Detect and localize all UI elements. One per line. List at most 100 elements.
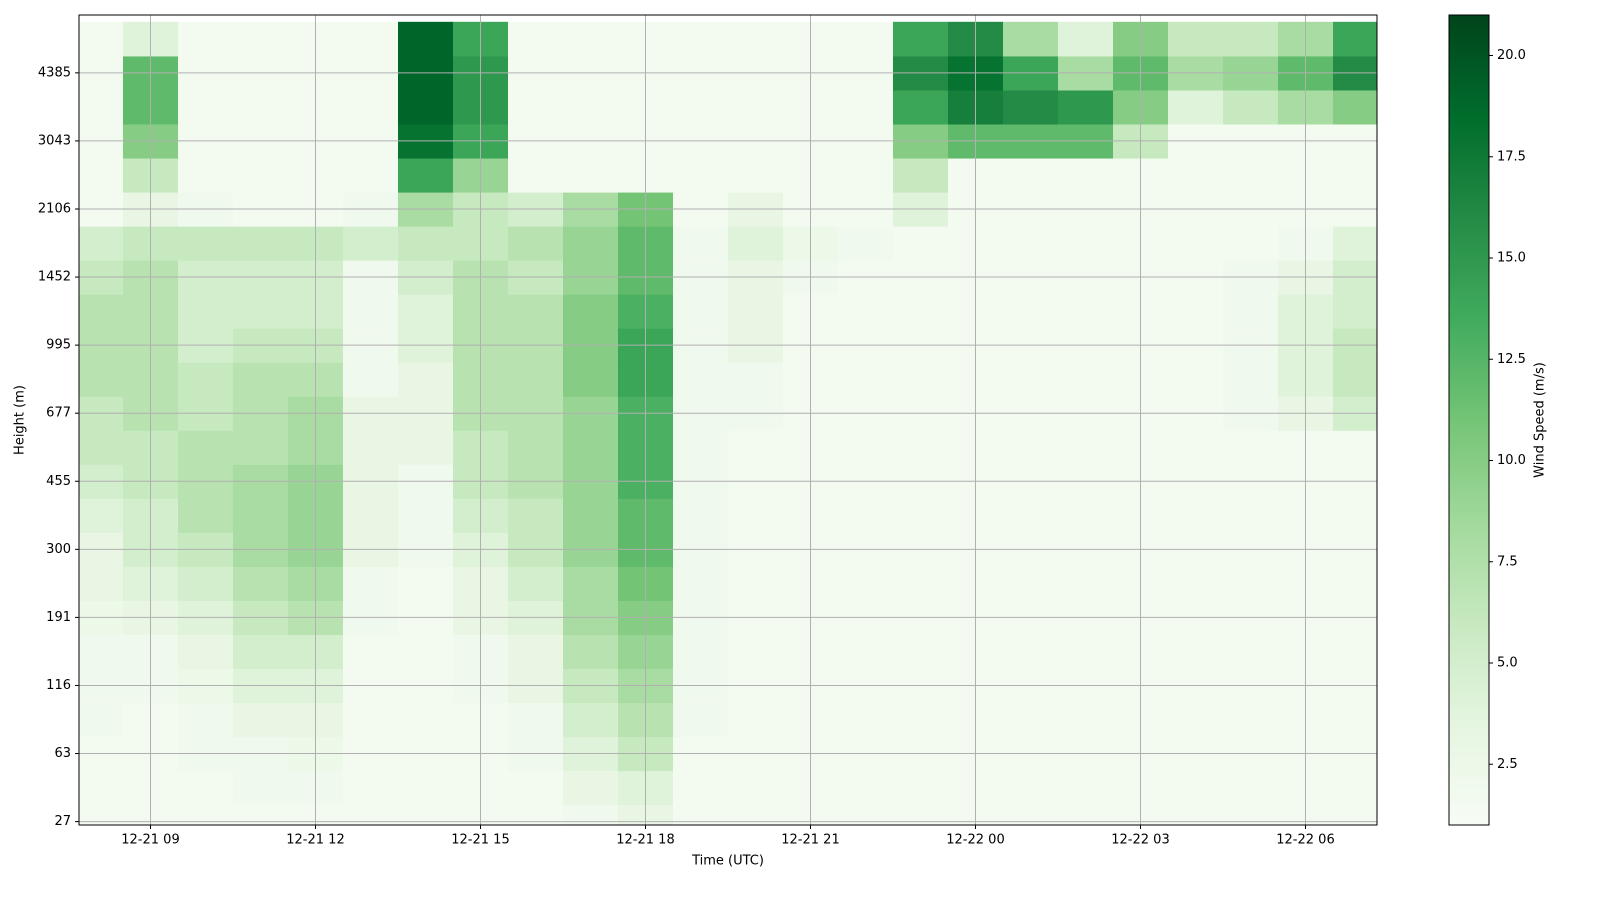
heat-cell (178, 498, 234, 533)
heat-cell (893, 634, 949, 670)
heat-cell (1223, 21, 1279, 57)
heat-cell (1168, 702, 1224, 738)
heat-cell (1058, 226, 1114, 261)
heat-cell (893, 89, 949, 125)
y-tick-label: 1452 (38, 270, 71, 285)
heat-cell (838, 21, 894, 57)
heat-cell (178, 362, 234, 397)
heat-cell (1003, 430, 1059, 465)
heat-cell (1058, 804, 1114, 825)
colorbar-tick-label: 10.0 (1497, 453, 1526, 468)
heat-cell (728, 21, 784, 57)
heat-cell (1333, 566, 1377, 601)
heat-cell (233, 21, 289, 57)
heat-cell (893, 294, 949, 329)
heat-cell (1003, 294, 1059, 329)
heat-cell (343, 566, 399, 601)
heat-cell (1333, 498, 1377, 533)
heat-cell (79, 804, 124, 825)
heat-cell (673, 294, 729, 329)
heat-cell (838, 157, 894, 193)
heat-cell (893, 702, 949, 738)
heat-cell (1223, 498, 1279, 533)
x-tick-label: 12-22 03 (1111, 833, 1169, 848)
heat-cell (79, 294, 124, 329)
colorbar-tick-label: 12.5 (1497, 352, 1526, 367)
heat-cell (1333, 226, 1377, 261)
colorbar-tick-label: 7.5 (1497, 554, 1518, 569)
y-tick-label: 995 (46, 338, 71, 353)
heat-cell (1058, 498, 1114, 533)
heat-cell (233, 566, 289, 601)
heat-cell (1333, 89, 1377, 125)
heat-cell (728, 226, 784, 261)
heat-cell (673, 89, 729, 125)
heat-cell (178, 294, 234, 329)
colorbar-tick-label: 20.0 (1497, 48, 1526, 63)
x-tick-label: 12-21 09 (121, 833, 179, 848)
heat-cell (1223, 634, 1279, 670)
heat-cell (178, 634, 234, 670)
heat-cell (728, 430, 784, 465)
heat-cell (398, 89, 454, 125)
heat-cell (673, 430, 729, 465)
plot-frame (78, 14, 1378, 826)
heat-cell (508, 566, 564, 601)
colorbar-label: Wind Speed (m/s) (1533, 362, 1548, 478)
heat-cell (178, 430, 234, 465)
heat-cell (343, 430, 399, 465)
heat-cell (1168, 634, 1224, 670)
heat-cell (728, 362, 784, 397)
heat-cell (508, 804, 564, 825)
heat-cell (1058, 157, 1114, 193)
heat-cell (893, 157, 949, 193)
heat-cell (1168, 226, 1224, 261)
heat-cell (1003, 702, 1059, 738)
x-tick-label: 12-21 12 (286, 833, 344, 848)
heat-cell (893, 770, 949, 806)
colorbar-tick-label: 15.0 (1497, 251, 1526, 266)
heat-cell (563, 566, 619, 601)
heat-cell (728, 89, 784, 125)
heat-cell (1168, 498, 1224, 533)
heat-cell (1058, 21, 1114, 57)
heat-cell (1003, 770, 1059, 806)
y-tick-label: 677 (46, 406, 71, 421)
heat-cell (1168, 804, 1224, 825)
heat-cell (1168, 770, 1224, 806)
heat-cell (343, 770, 399, 806)
heat-cell (728, 702, 784, 738)
heat-cell (398, 634, 454, 670)
heat-cell (893, 430, 949, 465)
heat-cell (838, 804, 894, 825)
heat-cell (728, 498, 784, 533)
y-tick-label: 27 (54, 814, 71, 829)
heat-cell (508, 294, 564, 329)
heat-cell (673, 157, 729, 193)
heat-cell (893, 226, 949, 261)
x-axis-label: Time (UTC) (691, 854, 764, 869)
x-tick-label: 12-21 18 (616, 833, 674, 848)
heat-cell (563, 702, 619, 738)
heat-cell (178, 770, 234, 806)
heat-cell (398, 21, 454, 57)
heat-cell (233, 770, 289, 806)
heat-cell (1333, 702, 1377, 738)
y-axis-label: Height (m) (13, 385, 28, 455)
heat-cell (233, 294, 289, 329)
heat-cell (1168, 294, 1224, 329)
heat-cell (563, 157, 619, 193)
heat-cell (838, 498, 894, 533)
x-tick-label: 12-21 15 (451, 833, 509, 848)
heat-cell (79, 702, 124, 738)
heat-cell (508, 498, 564, 533)
heat-cell (673, 362, 729, 397)
heat-cell (343, 362, 399, 397)
heat-cell (838, 430, 894, 465)
y-tick-label: 116 (46, 678, 71, 693)
heat-cell (838, 770, 894, 806)
heat-cell (1333, 634, 1377, 670)
heat-cell (343, 89, 399, 125)
heat-cell (1223, 226, 1279, 261)
heat-cell (398, 804, 454, 825)
